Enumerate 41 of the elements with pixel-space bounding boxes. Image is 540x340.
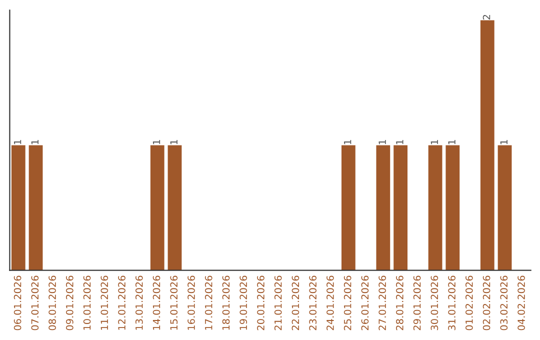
x-tick-label: 11.01.2026: [100, 276, 108, 330]
data-label: 2: [482, 14, 490, 20]
data-label: 1: [152, 140, 160, 144]
x-tick-label: 07.01.2026: [31, 276, 39, 330]
data-label: 1: [430, 140, 438, 144]
x-tick-label: 08.01.2026: [48, 276, 56, 330]
x-tick-label: 13.01.2026: [135, 276, 143, 330]
data-label: 1: [378, 140, 386, 144]
x-tick-label: 27.01.2026: [378, 276, 386, 330]
x-tick-label: 12.01.2026: [118, 276, 126, 330]
x-tick-label: 16.01.2026: [188, 276, 195, 330]
x-tick-label: 24.01.2026: [326, 276, 334, 330]
x-tick-label: 28.01.2026: [396, 276, 404, 330]
data-label: 1: [396, 140, 404, 144]
x-tick-label: 14.01.2026: [152, 276, 160, 330]
x-tick-label: 19.01.2026: [240, 276, 248, 330]
x-tick-label: 22.01.2026: [292, 276, 300, 330]
data-label: 1: [344, 140, 352, 144]
x-tick-label: 25.01.2026: [344, 276, 352, 330]
x-tick-label: 03.02.2026: [500, 276, 508, 330]
x-tick-label: 15.01.2026: [170, 276, 178, 330]
x-tick-label: 18.01.2026: [222, 276, 230, 330]
x-tick-label: 31.01.2026: [448, 276, 456, 330]
x-tick-label: 10.01.2026: [83, 276, 91, 330]
x-tick-label: 02.02.2026: [482, 276, 490, 330]
x-tick-label: 23.01.2026: [309, 276, 317, 330]
x-tick-label: 30.01.2026: [430, 276, 438, 330]
x-tick-label: 29.01.2026: [413, 276, 421, 330]
x-tick-label: 09.01.2026: [66, 276, 74, 330]
data-label: 1: [448, 140, 456, 144]
x-tick-label: 20.01.2026: [257, 276, 264, 330]
x-tick-label: 26.01.2026: [361, 276, 369, 330]
data-label: 1: [170, 140, 178, 144]
x-tick-label: 21.01.2026: [274, 276, 282, 330]
data-label: 1: [14, 140, 22, 144]
data-label: 1: [31, 140, 38, 144]
x-tick-label: 06.01.2026: [14, 276, 22, 330]
x-tick-label: 17.01.2026: [204, 276, 212, 330]
data-label: 1: [500, 140, 508, 144]
x-tick-label: 01.02.2026: [465, 276, 473, 330]
x-tick-label: 04.02.2026: [518, 276, 525, 330]
